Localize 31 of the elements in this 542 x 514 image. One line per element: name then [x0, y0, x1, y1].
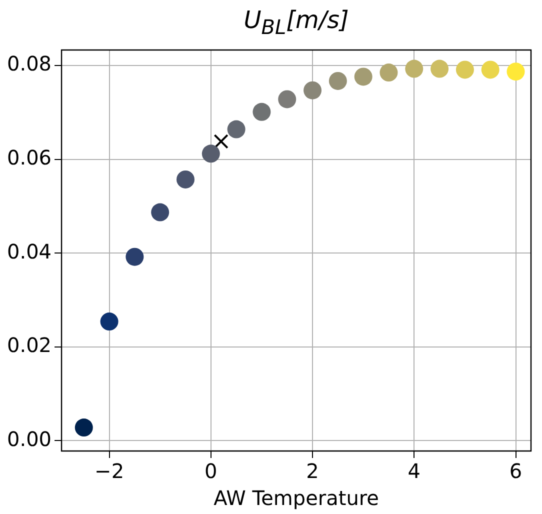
point [74, 418, 93, 437]
point [405, 60, 424, 78]
x-tick-label: 0 [204, 459, 218, 484]
point [176, 170, 195, 188]
point [151, 203, 170, 222]
point [202, 144, 220, 163]
y-tick-label: 0.00 [7, 426, 52, 451]
x-tick-label: 4 [408, 459, 421, 484]
y-tick-label: 0.02 [7, 333, 52, 358]
point [278, 90, 296, 108]
point [100, 312, 118, 331]
point [214, 134, 228, 149]
y-tick-label: 0.08 [7, 52, 52, 76]
point [430, 60, 449, 78]
point [456, 60, 474, 79]
chart-title: U$_{BL}$[m/s] [242, 6, 350, 39]
point [506, 62, 525, 81]
point [328, 72, 347, 90]
x-axis-title: AW Temperature [214, 486, 379, 510]
point [380, 64, 398, 82]
x-tick-label: 6 [509, 459, 522, 484]
point [126, 248, 144, 266]
y-tick-label: 0.04 [7, 239, 52, 264]
point [304, 81, 322, 100]
point [354, 68, 372, 86]
x-tick-label: 2 [306, 459, 319, 484]
y-tick-label: 0.06 [7, 145, 52, 170]
point [252, 102, 271, 121]
point [227, 120, 246, 138]
point [481, 60, 500, 79]
x-tick-label: −2 [94, 459, 124, 484]
